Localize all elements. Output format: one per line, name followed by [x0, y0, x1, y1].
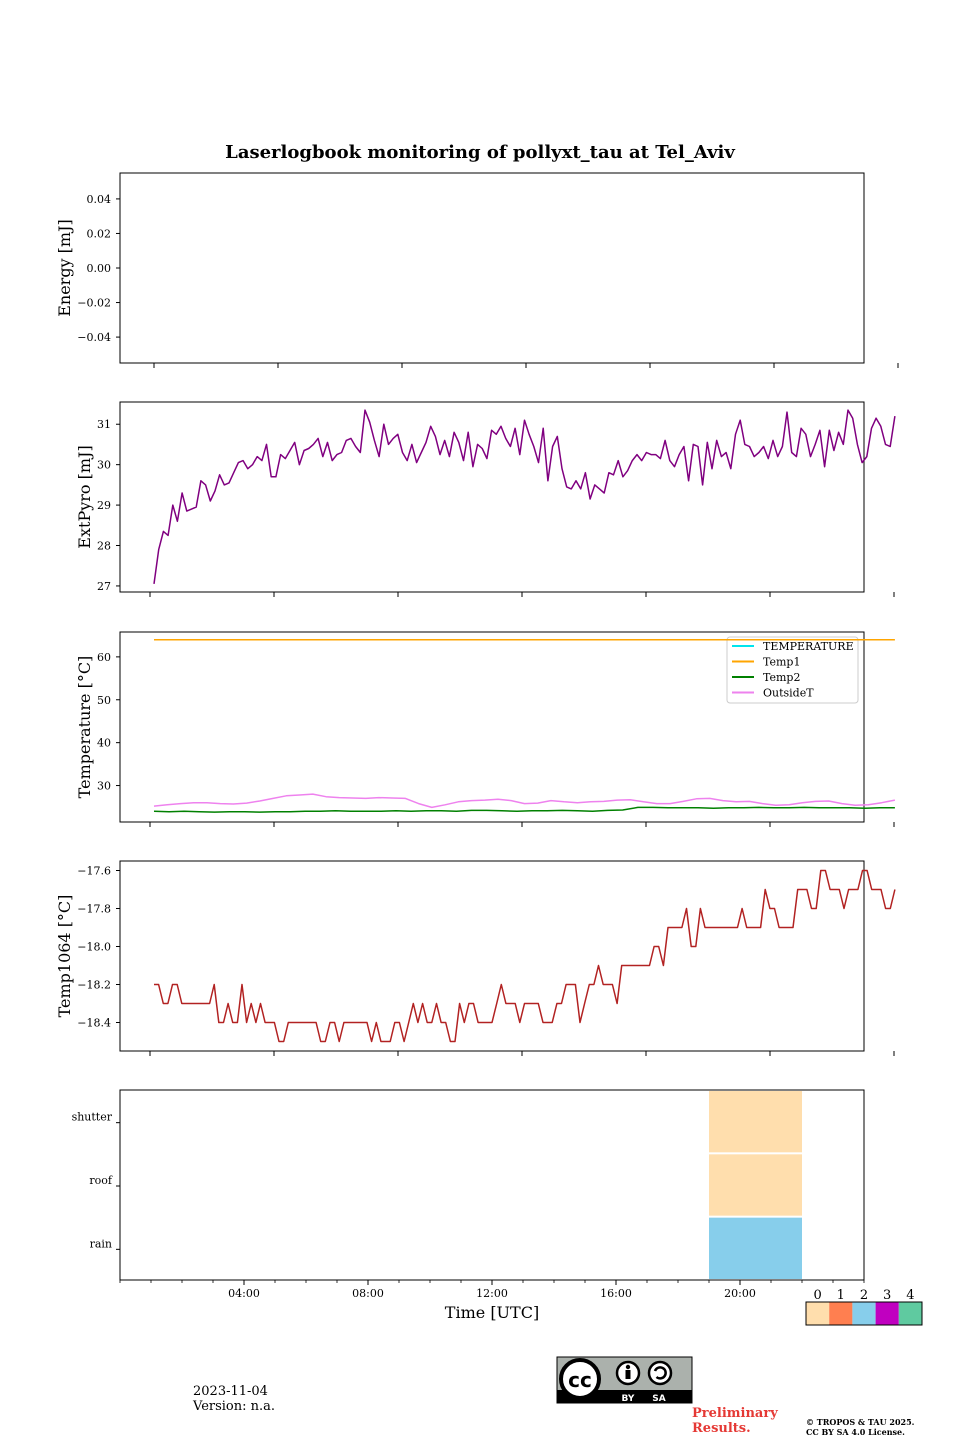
copyright-line-1: © TROPOS & TAU 2025.: [806, 1417, 915, 1427]
colorbar-tick-label: 2: [860, 1288, 868, 1303]
temp1064-panel-frame: [119, 860, 865, 1052]
status-block: [709, 1217, 802, 1279]
legend-entry: Temp2: [763, 671, 800, 684]
energy-ylabel: Energy [mJ]: [55, 219, 74, 317]
status-block: [709, 1091, 802, 1153]
energy-ytick-label: −0.02: [77, 297, 111, 310]
temp1064-ytick-label: −18.4: [77, 1017, 111, 1030]
date-version-block: 2023-11-04 Version: n.a.: [193, 1384, 275, 1414]
colorbar-tick-label: 0: [813, 1288, 821, 1303]
colorbar-segment: [875, 1302, 899, 1325]
colorbar-segment: [898, 1302, 922, 1325]
colorbar-tick-label: 3: [883, 1288, 891, 1303]
extpyro-panel-frame: [119, 401, 865, 593]
cc-license-badge: cc BY SA: [556, 1356, 693, 1404]
energy-panel-frame: [119, 172, 865, 364]
temperature-ytick-label: 50: [97, 694, 111, 707]
temp1064-ytick-label: −18.2: [77, 979, 111, 992]
status-row-label: rain: [90, 1237, 112, 1250]
by-person-head: [625, 1364, 631, 1370]
colorbar-tick-label: 1: [837, 1288, 845, 1303]
colorbar-segment: [829, 1302, 853, 1325]
copyright-line-2: CC BY SA 4.0 License.: [806, 1427, 905, 1437]
figure-title: Laserlogbook monitoring of pollyxt_tau a…: [225, 142, 735, 163]
cc-icon: [559, 1358, 601, 1400]
sa-share-icon: [647, 1360, 673, 1386]
temp1064-ytick-label: −17.6: [77, 865, 111, 878]
status-xtick-label: 12:00: [476, 1287, 508, 1300]
legend-entry: TEMPERATURE: [763, 640, 854, 653]
temp1064-ylabel: Temp1064 [°C]: [55, 895, 74, 1018]
energy-ytick-label: 0.04: [87, 193, 112, 206]
temperature-series-line: [153, 806, 895, 813]
extpyro-ytick-label: 29: [97, 499, 111, 512]
legend-entry: Temp1: [763, 656, 800, 669]
energy-ytick-label: 0.02: [87, 227, 112, 240]
cc-sa-label: SA: [652, 1394, 665, 1404]
colorbar-frame: [805, 1301, 923, 1326]
temperature-ytick-label: 60: [97, 651, 111, 664]
cc-by-label: BY: [622, 1394, 635, 1404]
status-row-label: roof: [89, 1174, 113, 1187]
extpyro-ytick-label: 30: [97, 459, 111, 472]
by-person-body: [625, 1370, 631, 1379]
extpyro-ytick-label: 27: [97, 580, 111, 593]
temperature-ytick-label: 30: [97, 780, 111, 793]
legend-entry: OutsideT: [763, 687, 814, 700]
extpyro-ytick-label: 28: [97, 540, 111, 553]
status-xtick-label: 04:00: [228, 1287, 260, 1300]
colorbar-tick-label: 4: [906, 1288, 914, 1303]
status-block: [709, 1154, 802, 1216]
colorbar-segment: [852, 1302, 876, 1325]
temperature-legend-box: [726, 636, 859, 704]
extpyro-ylabel: ExtPyro [mJ]: [75, 445, 94, 548]
energy-ytick-label: −0.04: [77, 331, 111, 344]
copyright-note: © TROPOS & TAU 2025. CC BY SA 4.0 Licens…: [806, 1417, 914, 1437]
preliminary-results-note: Preliminary Results.: [692, 1406, 778, 1436]
date-label: 2023-11-04: [193, 1384, 268, 1399]
preliminary-line-2: Results.: [692, 1421, 751, 1436]
temp1064-series-line: [154, 869, 896, 1043]
temperature-ylabel: Temperature [°C]: [75, 656, 94, 799]
temperature-series-line: [153, 793, 896, 809]
version-label: Version: n.a.: [193, 1399, 276, 1414]
temperature-ytick-label: 40: [97, 737, 111, 750]
status-xtick-label: 08:00: [352, 1287, 384, 1300]
cc-icon-letters: cc: [568, 1368, 592, 1392]
temp1064-ytick-label: −18.0: [77, 941, 111, 954]
x-axis-label: Time [UTC]: [445, 1303, 539, 1322]
status-row-label: shutter: [72, 1111, 113, 1124]
colorbar-segment: [806, 1302, 830, 1325]
energy-ytick-label: 0.00: [87, 262, 112, 275]
temp1064-ytick-label: −17.8: [77, 903, 111, 916]
status-xtick-label: 20:00: [724, 1287, 756, 1300]
temperature-panel-frame: [119, 631, 865, 823]
extpyro-ytick-label: 31: [97, 418, 111, 431]
extpyro-series-line: [153, 409, 896, 585]
status-xtick-label: 16:00: [600, 1287, 632, 1300]
sa-share-arrow: [653, 1366, 667, 1380]
preliminary-line-1: Preliminary: [692, 1406, 778, 1421]
